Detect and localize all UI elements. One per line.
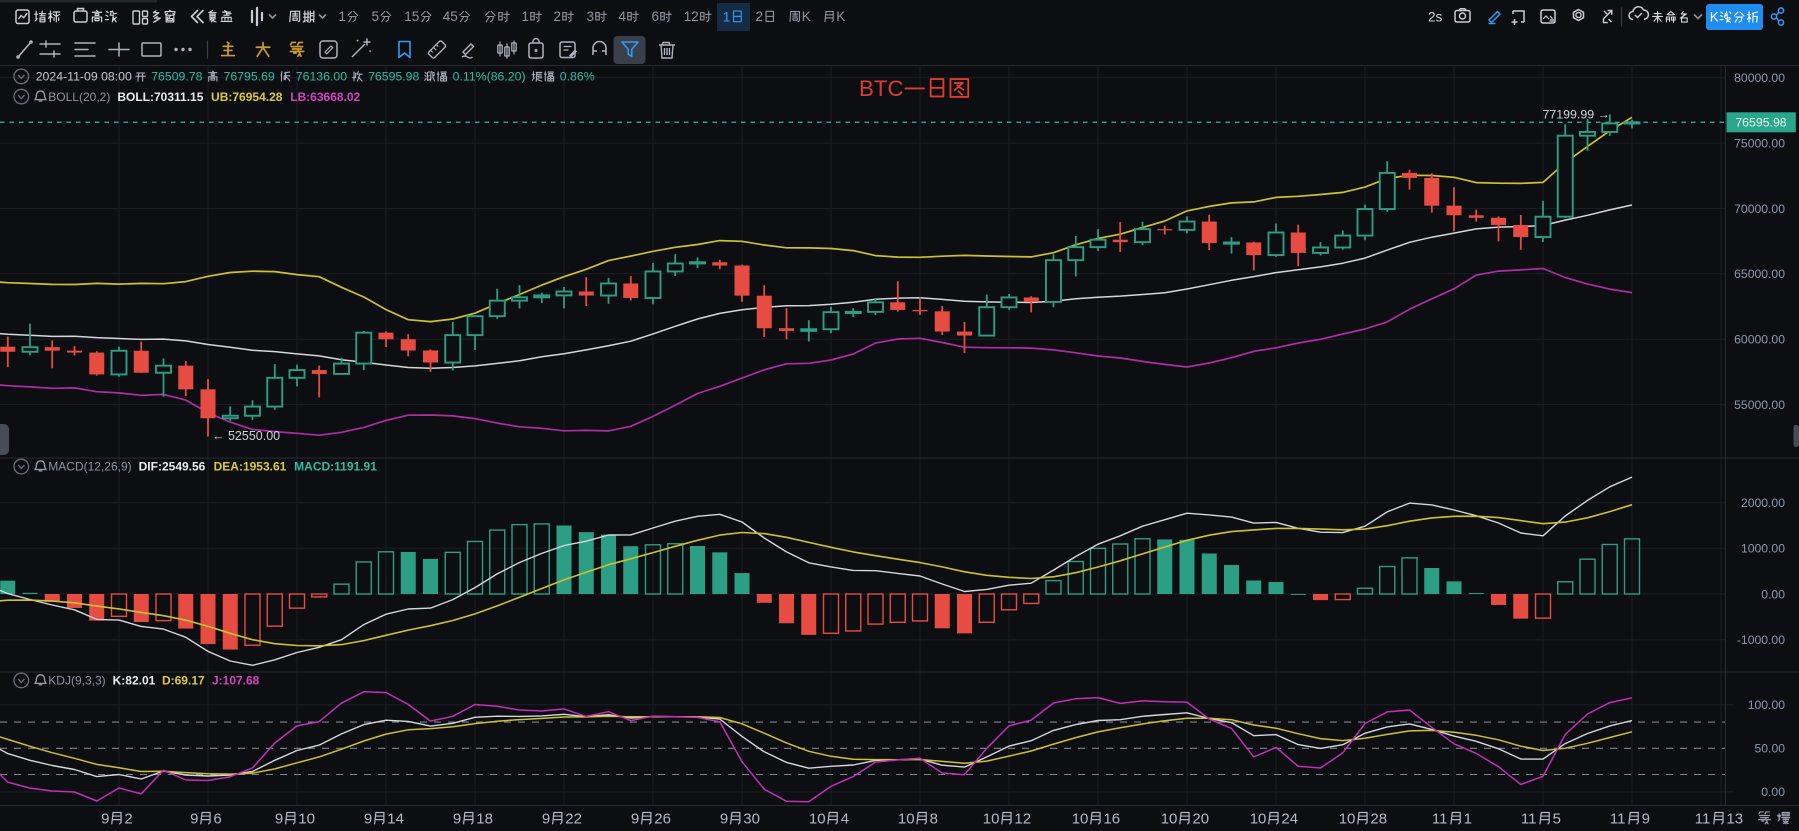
svg-text:77199.99 →: 77199.99 → bbox=[1542, 107, 1610, 121]
svg-text:76509.78: 76509.78 bbox=[151, 70, 202, 84]
svg-text:6: 6 bbox=[213, 810, 221, 827]
svg-text:28: 28 bbox=[1370, 810, 1387, 827]
svg-text:2s: 2s bbox=[1428, 10, 1443, 25]
svg-text:11: 11 bbox=[1610, 810, 1626, 827]
svg-text:45: 45 bbox=[443, 9, 458, 24]
svg-text:3: 3 bbox=[587, 9, 595, 24]
svg-text:24: 24 bbox=[1281, 810, 1298, 827]
svg-text:0.00: 0.00 bbox=[1761, 785, 1785, 799]
svg-text:-1000.00: -1000.00 bbox=[1737, 633, 1785, 647]
svg-text:10: 10 bbox=[1072, 810, 1089, 827]
svg-text:76795.69: 76795.69 bbox=[223, 70, 274, 84]
svg-text:30: 30 bbox=[743, 810, 760, 827]
svg-text:4: 4 bbox=[619, 9, 627, 24]
svg-text:80000.00: 80000.00 bbox=[1734, 71, 1785, 85]
svg-text:18: 18 bbox=[476, 810, 493, 827]
svg-text:K: K bbox=[802, 9, 811, 24]
svg-text:2: 2 bbox=[124, 810, 132, 827]
svg-text:11: 11 bbox=[1432, 810, 1448, 827]
svg-text:9: 9 bbox=[275, 810, 283, 827]
svg-text:1: 1 bbox=[339, 9, 347, 24]
svg-text:9: 9 bbox=[542, 810, 550, 827]
svg-text:70000.00: 70000.00 bbox=[1734, 202, 1785, 216]
svg-text:J:107.68: J:107.68 bbox=[212, 674, 260, 688]
svg-text:UB:76954.28: UB:76954.28 bbox=[211, 90, 283, 104]
svg-text:9: 9 bbox=[101, 810, 109, 827]
svg-text:13: 13 bbox=[1726, 810, 1743, 827]
svg-text:8: 8 bbox=[930, 810, 938, 827]
svg-text:11: 11 bbox=[1695, 810, 1711, 827]
svg-text:10: 10 bbox=[809, 810, 826, 827]
svg-text:22: 22 bbox=[565, 810, 582, 827]
svg-text:11: 11 bbox=[1521, 810, 1537, 827]
svg-text:← 52550.00: ← 52550.00 bbox=[212, 429, 280, 443]
svg-text:9: 9 bbox=[1642, 810, 1650, 827]
svg-text:9: 9 bbox=[720, 810, 728, 827]
svg-text:10: 10 bbox=[1250, 810, 1267, 827]
svg-text:55000.00: 55000.00 bbox=[1734, 398, 1785, 412]
svg-text:76595.98: 76595.98 bbox=[368, 70, 419, 84]
svg-text:2: 2 bbox=[756, 9, 764, 24]
svg-text:K:82.01: K:82.01 bbox=[113, 674, 156, 688]
svg-text:10: 10 bbox=[983, 810, 1000, 827]
svg-text:5: 5 bbox=[1553, 810, 1561, 827]
svg-text:76136.00: 76136.00 bbox=[296, 70, 347, 84]
svg-text:1: 1 bbox=[1464, 810, 1472, 827]
svg-text:6: 6 bbox=[652, 9, 660, 24]
svg-text:9: 9 bbox=[453, 810, 461, 827]
svg-text:12: 12 bbox=[1014, 810, 1031, 827]
svg-text:0.00: 0.00 bbox=[1761, 587, 1785, 601]
svg-text:9: 9 bbox=[631, 810, 639, 827]
svg-text:BOLL:70311.15: BOLL:70311.15 bbox=[117, 90, 203, 104]
svg-text:BOLL(20,2): BOLL(20,2) bbox=[48, 90, 110, 104]
svg-text:10: 10 bbox=[298, 810, 315, 827]
svg-text:12: 12 bbox=[684, 9, 699, 24]
svg-text:1000.00: 1000.00 bbox=[1741, 542, 1785, 556]
svg-text:0.11%(86.20): 0.11%(86.20) bbox=[453, 70, 526, 84]
svg-text:LB:63668.02: LB:63668.02 bbox=[290, 90, 360, 104]
svg-text:MACD(12,26,9): MACD(12,26,9) bbox=[48, 460, 131, 474]
svg-text:1: 1 bbox=[522, 9, 530, 24]
svg-text:100.00: 100.00 bbox=[1748, 698, 1785, 712]
svg-text:26: 26 bbox=[654, 810, 671, 827]
svg-text:DEA:1953.61: DEA:1953.61 bbox=[214, 460, 287, 474]
svg-text:10: 10 bbox=[898, 810, 915, 827]
svg-text:BTC: BTC bbox=[859, 76, 904, 101]
svg-text:14: 14 bbox=[387, 810, 404, 827]
svg-text:20: 20 bbox=[1192, 810, 1209, 827]
svg-text:2024-11-09 08:00: 2024-11-09 08:00 bbox=[36, 70, 132, 84]
svg-text:50.00: 50.00 bbox=[1755, 742, 1786, 756]
svg-text:10: 10 bbox=[1161, 810, 1178, 827]
svg-text:4: 4 bbox=[841, 810, 849, 827]
svg-text:5: 5 bbox=[372, 9, 380, 24]
svg-text:D:69.17: D:69.17 bbox=[162, 674, 205, 688]
svg-text:10: 10 bbox=[1339, 810, 1356, 827]
svg-text:15: 15 bbox=[404, 9, 419, 24]
svg-text:0.86%: 0.86% bbox=[560, 70, 595, 84]
svg-text:9: 9 bbox=[364, 810, 372, 827]
svg-text:16: 16 bbox=[1103, 810, 1120, 827]
svg-text:2: 2 bbox=[554, 9, 562, 24]
svg-text:2000.00: 2000.00 bbox=[1741, 496, 1785, 510]
svg-text:76595.98: 76595.98 bbox=[1735, 116, 1786, 130]
svg-text:60000.00: 60000.00 bbox=[1734, 333, 1785, 347]
svg-text:K: K bbox=[1710, 10, 1719, 25]
svg-text:DIF:2549.56: DIF:2549.56 bbox=[139, 460, 206, 474]
svg-text:75000.00: 75000.00 bbox=[1734, 136, 1785, 150]
svg-text:KDJ(9,3,3): KDJ(9,3,3) bbox=[48, 674, 105, 688]
svg-text:1: 1 bbox=[723, 8, 731, 24]
svg-text:MACD:1191.91: MACD:1191.91 bbox=[294, 460, 377, 474]
svg-text:9: 9 bbox=[190, 810, 198, 827]
svg-text:65000.00: 65000.00 bbox=[1734, 267, 1785, 281]
svg-text:K: K bbox=[836, 9, 845, 24]
